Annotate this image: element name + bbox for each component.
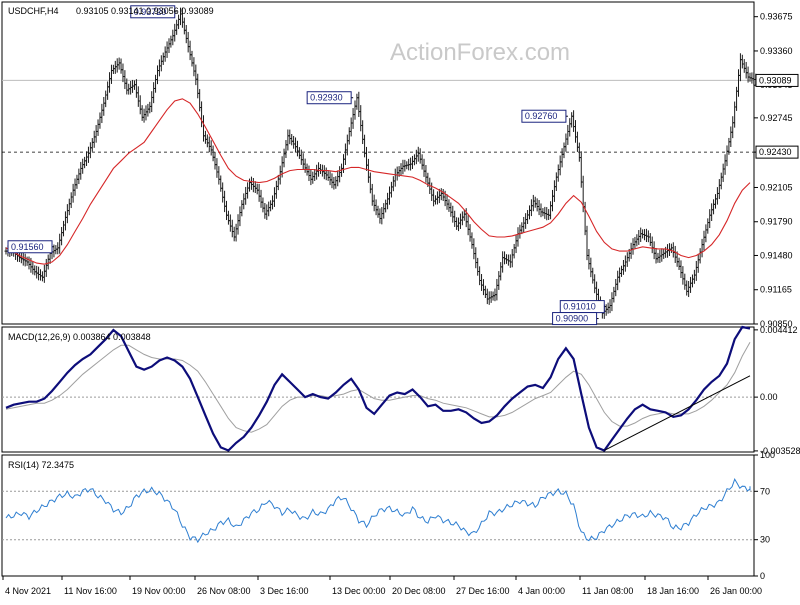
- header-ohlc: 0.93105 0.93141 0.93056 0.93089: [76, 6, 214, 16]
- annotation-label: 0.92760: [525, 111, 558, 121]
- header-symbol: USDCHF,H4: [8, 6, 59, 16]
- macd-trendline: [604, 375, 751, 451]
- watermark: ActionForex.com: [390, 39, 570, 66]
- annotation-box: [521, 109, 567, 123]
- x-tick-label: 4 Jan 00:00: [518, 586, 565, 596]
- macd-tick-label: -0.003528: [760, 446, 800, 456]
- x-tick-label: 19 Nov 00:00: [132, 586, 186, 596]
- rsi-tick-label: 30: [760, 535, 770, 545]
- price-tick-label: 0.91790: [760, 217, 793, 227]
- x-tick-label: 3 Dec 16:00: [260, 586, 309, 596]
- labels-layer: 0.936750.933600.930450.927450.924300.921…: [5, 5, 800, 596]
- rsi-title: RSI(14) 72.3475: [8, 460, 74, 470]
- annotation-box: [7, 240, 53, 254]
- moving-average-line: [5, 98, 751, 265]
- macd-line: [5, 325, 751, 452]
- x-tick-label: 26 Nov 08:00: [197, 586, 251, 596]
- panel-frame-0: [1, 1, 755, 325]
- annotation-label: 0.92930: [310, 93, 343, 103]
- current-price-label: 0.93089: [759, 75, 792, 85]
- x-tick-label: 20 Dec 08:00: [392, 586, 446, 596]
- annotation-box: [306, 91, 352, 105]
- x-tick-label: 11 Nov 16:00: [64, 586, 117, 596]
- macd-title: MACD(12,26,9) 0.003864 0.003848: [8, 332, 151, 342]
- annotation-label: 0.91010: [563, 302, 596, 312]
- x-tick-label: 26 Jan 00:00: [710, 586, 762, 596]
- price-tick-label: 0.93360: [760, 46, 793, 56]
- price-tick-label: 0.90850: [760, 319, 793, 329]
- annotation-box: [552, 312, 598, 326]
- annotation-label: 0.93720: [134, 7, 167, 17]
- x-tick-label: 4 Nov 2021: [5, 586, 51, 596]
- annotation-box: [130, 5, 176, 19]
- price-tick-label: 0.93675: [760, 12, 793, 22]
- series-layer: [4, 7, 758, 544]
- x-tick-label: 27 Dec 16:00: [456, 586, 510, 596]
- annotation-label: 0.91560: [11, 242, 44, 252]
- rsi-line: [5, 478, 751, 544]
- macd-signal-line: [5, 341, 751, 433]
- panel-frame-1: [1, 326, 755, 453]
- annotation-label: 0.90900: [556, 314, 589, 324]
- panel-frame-2: [1, 454, 755, 577]
- price-tick-label: 0.92105: [760, 182, 793, 192]
- grid-layer: [1, 1, 758, 580]
- macd-tick-label: 0.00: [760, 392, 778, 402]
- x-tick-label: 18 Jan 16:00: [647, 586, 699, 596]
- price-tick-label: 0.92745: [760, 113, 793, 123]
- price-tick-label: 0.91165: [760, 285, 792, 295]
- level-box: [755, 145, 799, 159]
- rsi-tick-label: 70: [760, 486, 770, 496]
- macd-tick-label: 0.004412: [760, 325, 798, 335]
- level-label: 0.92430: [759, 147, 792, 157]
- rsi-tick-label: 100: [760, 450, 775, 460]
- price-tick-label: 0.91480: [760, 250, 793, 260]
- x-tick-label: 11 Jan 08:00: [582, 586, 633, 596]
- rsi-tick-label: 0: [760, 571, 765, 581]
- x-tick-label: 13 Dec 00:00: [332, 586, 386, 596]
- current-price-box: [755, 73, 799, 87]
